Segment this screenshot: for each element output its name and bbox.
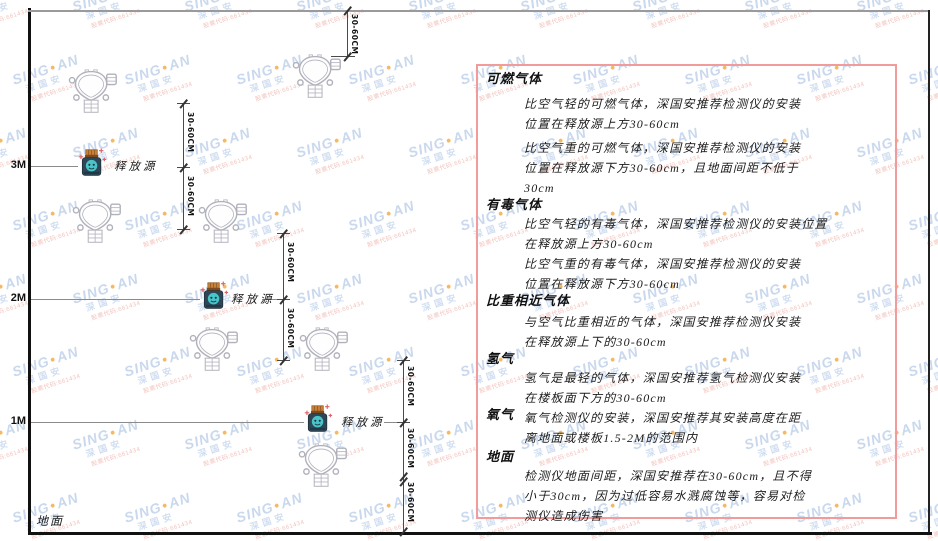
dimension-line-ceiling — [347, 11, 348, 56]
dim-label: 30-60CM — [186, 176, 195, 217]
release-source-label: 释放源 — [231, 294, 275, 306]
release-source-icon — [77, 148, 107, 178]
section-heading-ground: 地面 — [486, 449, 515, 464]
dim-tick — [331, 56, 355, 57]
dim-label: 30-60CM — [406, 482, 415, 523]
release-source-label: 释放源 — [341, 417, 385, 429]
gas-detector-icon — [69, 199, 123, 244]
level-line-3m — [31, 166, 78, 167]
dimension-line-1m-ground — [403, 360, 404, 532]
level-label-1m: 1M — [10, 415, 26, 427]
section-heading-oxygen: 氧气 — [486, 407, 515, 422]
gas-detector-icon — [289, 54, 343, 99]
section-paragraph: 氧气检测仪的安装，深国安推荐其安装高度在距 离地面或楼板1.5-2M的范围内 — [524, 411, 802, 445]
gas-detector-icon — [295, 443, 349, 488]
ground-label: 地面 — [36, 514, 65, 528]
release-source-label: 释放源 — [114, 161, 158, 173]
level-line-2m-connector — [262, 299, 283, 300]
floor-line — [28, 532, 932, 535]
release-source-icon — [199, 281, 229, 311]
section-paragraph: 比空气轻的可燃气体，深国安推荐检测仪的安装 位置在释放源上方30-60cm — [524, 97, 802, 131]
gas-detector-icon — [296, 327, 350, 372]
dim-label: 30-60CM — [350, 14, 359, 55]
dim-label: 30-60CM — [406, 428, 415, 469]
dim-label: 30-60CM — [286, 308, 295, 349]
gas-detector-icon — [195, 199, 249, 244]
gas-detector-icon — [65, 69, 119, 114]
section-paragraph: 氢气是最轻的气体，深国安推荐氢气检测仪安装 在楼板面下方的30-60cm — [524, 371, 802, 405]
level-line-1m-connector — [384, 422, 403, 423]
section-paragraph: 比空气重的有毒气体，深国安推荐检测仪的安装 位置在释放源下方30-60cm — [524, 257, 802, 291]
section-paragraph: 比空气重的可燃气体，深国安推荐检测仪的安装 位置在释放源下方30-60cm，且地… — [524, 141, 802, 195]
level-line-2m — [31, 299, 200, 300]
section-oxygen: 氧气 氧气检测仪的安装，深国安推荐其安装高度在距 离地面或楼板1.5-2M的范围… — [486, 408, 887, 448]
section-heading-similar-density: 比重相近气体 — [486, 293, 571, 308]
dim-label: 30-60CM — [186, 112, 195, 153]
ceiling-line — [28, 10, 930, 12]
section-paragraph: 比空气轻的有毒气体，深国安推荐检测仪的安装位置 在释放源上方30-60cm — [524, 217, 828, 251]
right-frame-line — [928, 10, 930, 535]
gas-detector-icon — [186, 327, 240, 372]
section-heading-hydrogen: 氢气 — [486, 351, 515, 366]
level-label-2m: 2M — [10, 292, 26, 304]
installation-guide-panel: 可燃气体 比空气轻的可燃气体，深国安推荐检测仪的安装 位置在释放源上方30-60… — [476, 64, 897, 523]
level-label-3m: 3M — [10, 159, 26, 171]
section-paragraph: 与空气比重相近的气体，深国安推荐检测仪安装 在释放源上下的30-60cm — [524, 315, 802, 349]
release-source-icon — [303, 404, 333, 434]
section-heading-combustible: 可燃气体 — [486, 71, 543, 86]
section-heading-toxic: 有毒气体 — [486, 197, 543, 212]
level-line-1m — [31, 422, 304, 423]
left-wall-line — [28, 8, 31, 535]
dim-label: 30-60CM — [406, 366, 415, 407]
dim-label: 30-60CM — [286, 242, 295, 283]
section-paragraph: 检测仪地面间距，深国安推荐在30-60cm，且不得 小于30cm，因为过低容易水… — [524, 469, 812, 523]
